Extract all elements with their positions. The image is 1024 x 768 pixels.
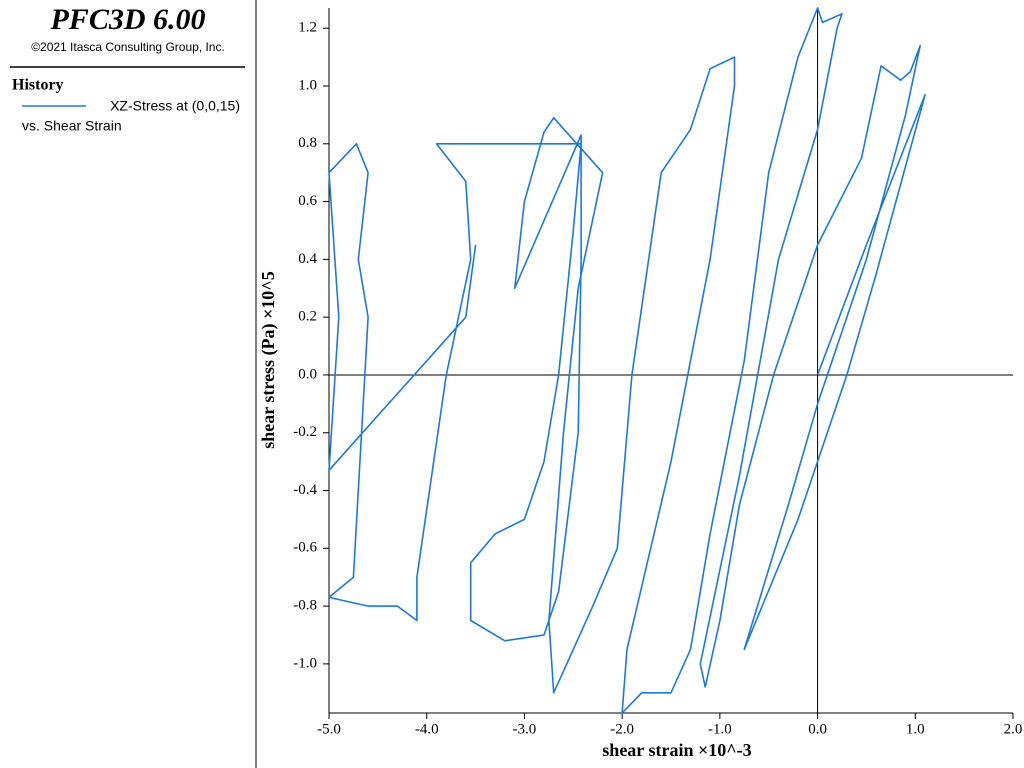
x-tick-label: -2.0 <box>610 721 634 737</box>
x-axis-label: shear strain ×10^-3 <box>602 740 751 760</box>
x-tick-label: 2.0 <box>1004 721 1023 737</box>
data-line <box>328 7 926 714</box>
y-tick-label: 0.0 <box>298 366 317 382</box>
y-tick-label: -0.6 <box>293 540 317 556</box>
y-tick-label: 1.0 <box>298 77 317 93</box>
y-tick-label: 0.8 <box>298 135 317 151</box>
y-tick-label: -1.0 <box>293 655 317 671</box>
x-tick-label: -1.0 <box>708 721 732 737</box>
copyright: ©2021 Itasca Consulting Group, Inc. <box>31 40 225 54</box>
x-tick-label: 1.0 <box>906 721 925 737</box>
app-title: PFC3D 6.00 <box>49 3 205 36</box>
y-tick-label: -0.8 <box>293 598 317 614</box>
y-axis-label: shear stress (Pa) ×10^5 <box>258 271 279 449</box>
y-tick-label: 0.2 <box>298 309 317 325</box>
y-tick-label: 0.6 <box>298 193 317 209</box>
legend-title: History <box>12 77 64 94</box>
x-tick-label: 0.0 <box>808 721 827 737</box>
y-tick-label: 0.4 <box>298 251 317 267</box>
legend-note: vs. Shear Strain <box>22 118 122 134</box>
x-tick-label: -3.0 <box>513 721 537 737</box>
x-tick-label: -5.0 <box>317 721 341 737</box>
x-tick-label: -4.0 <box>415 721 439 737</box>
y-tick-label: -0.2 <box>293 424 317 440</box>
y-tick-label: 1.2 <box>298 20 317 36</box>
y-tick-label: -0.4 <box>293 482 317 498</box>
legend-entry: XZ-Stress at (0,0,15) <box>110 98 240 114</box>
